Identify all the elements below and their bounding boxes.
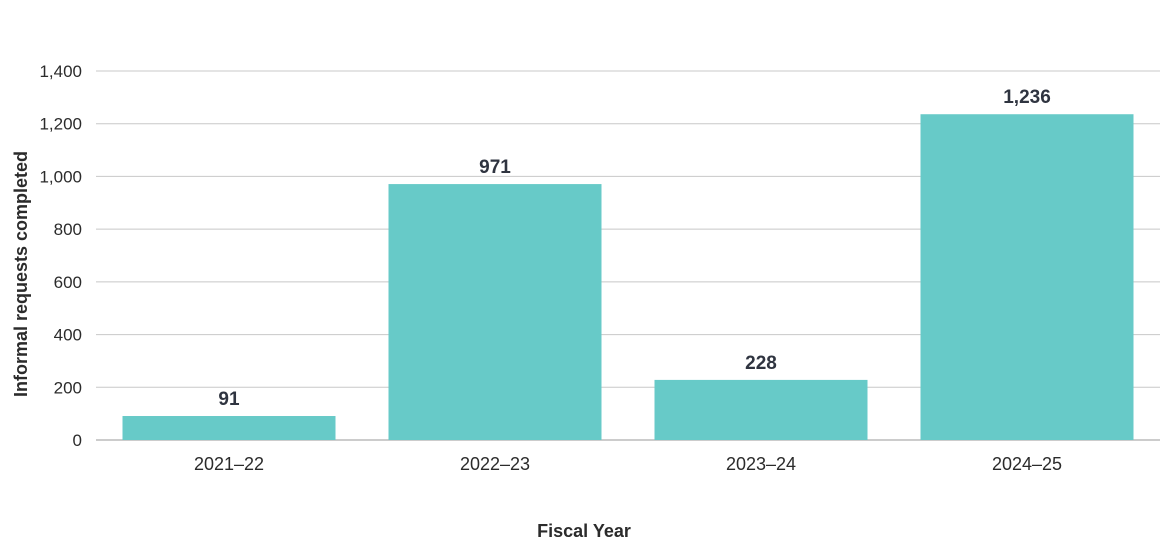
data-label: 971 bbox=[479, 157, 511, 178]
y-tick-label: 0 bbox=[73, 431, 82, 450]
data-label: 1,236 bbox=[1003, 87, 1051, 108]
bars bbox=[122, 114, 1134, 441]
x-tick-label: 2021–22 bbox=[194, 454, 264, 474]
x-axis-ticks: 2021–22 2022–23 2023–24 2024–25 bbox=[194, 454, 1062, 474]
y-tick-label: 1,000 bbox=[39, 167, 82, 186]
gridlines bbox=[96, 70, 1160, 441]
y-tick-label: 800 bbox=[54, 220, 82, 239]
y-tick-label: 400 bbox=[54, 326, 82, 345]
y-tick-label: 600 bbox=[54, 273, 82, 292]
bar bbox=[654, 379, 868, 440]
data-label: 228 bbox=[745, 353, 777, 374]
x-tick-label: 2023–24 bbox=[726, 454, 796, 474]
y-tick-label: 1,200 bbox=[39, 115, 82, 134]
x-tick-label: 2022–23 bbox=[460, 454, 530, 474]
bar bbox=[920, 114, 1134, 441]
y-axis-ticks: 0 200 400 600 800 1,000 1,200 1,400 bbox=[39, 62, 82, 450]
x-tick-label: 2024–25 bbox=[992, 454, 1062, 474]
y-axis-title: Informal requests completed bbox=[11, 151, 31, 397]
y-tick-label: 200 bbox=[54, 378, 82, 397]
x-axis-title: Fiscal Year bbox=[537, 521, 631, 541]
y-tick-label: 1,400 bbox=[39, 62, 82, 81]
bar bbox=[122, 416, 336, 440]
bar bbox=[388, 184, 602, 440]
data-label: 91 bbox=[218, 389, 240, 410]
data-labels: 91 971 228 1,236 bbox=[218, 87, 1050, 410]
